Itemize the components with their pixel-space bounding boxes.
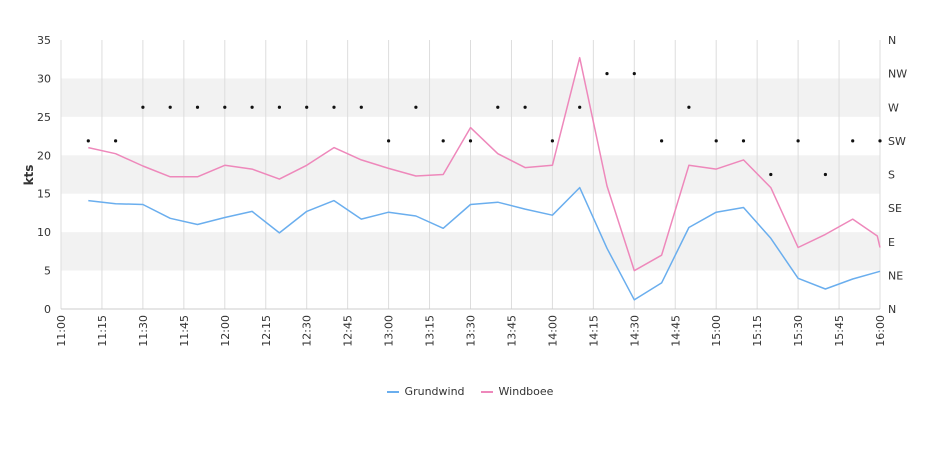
x-tick-label: 15:00 (710, 315, 723, 347)
legend-item[interactable]: Grundwind (386, 385, 465, 398)
series-lines (88, 56, 881, 301)
x-tick-label: 11:15 (96, 315, 109, 347)
direction-axis-tick-labels: N NE E SE S SW W NW N (888, 34, 907, 316)
series-line-windboee (88, 56, 881, 272)
direction-point (168, 105, 172, 109)
direction-point (359, 105, 363, 109)
legend-swatch (480, 391, 493, 393)
direction-point (277, 105, 281, 109)
legend-swatch (386, 391, 399, 393)
direction-point (468, 139, 473, 143)
direction-point (714, 139, 718, 143)
x-tick-label: 14:45 (669, 315, 682, 347)
direction-tick-label: S (888, 169, 895, 182)
y-tick-label: 20 (37, 149, 51, 162)
x-tick-label: 13:00 (383, 315, 396, 347)
x-tick-label: 14:15 (587, 315, 600, 347)
x-tick-label: 13:45 (505, 315, 518, 347)
direction-point (441, 139, 445, 143)
y-tick-label: 10 (37, 226, 51, 239)
direction-point (86, 139, 90, 143)
direction-point (195, 105, 200, 109)
direction-point (305, 105, 309, 109)
x-tick-label: 12:30 (301, 315, 314, 347)
y-tick-label: 0 (44, 303, 51, 316)
direction-point (578, 105, 582, 109)
direction-tick-label: SW (888, 135, 906, 148)
x-tick-label: 15:45 (833, 315, 846, 347)
x-tick-label: 14:00 (546, 315, 559, 347)
direction-tick-label: NW (888, 68, 907, 81)
direction-tick-label: E (888, 236, 895, 249)
direction-points (86, 72, 882, 177)
direction-point (796, 139, 800, 143)
direction-tick-label: W (888, 101, 899, 114)
direction-point (250, 105, 254, 109)
legend-item[interactable]: Windboee (480, 385, 554, 398)
direction-point (605, 72, 609, 76)
direction-tick-label: SE (888, 202, 902, 215)
direction-point (414, 105, 418, 109)
x-tick-label: 13:15 (424, 315, 437, 347)
x-tick-label: 15:15 (751, 315, 764, 347)
direction-point (878, 139, 882, 143)
direction-point (523, 105, 527, 109)
y-tick-label: 30 (37, 72, 51, 85)
direction-point (387, 139, 391, 143)
x-tick-label: 15:30 (792, 315, 805, 347)
legend-label: Grundwind (404, 385, 465, 398)
direction-tick-label: N (888, 34, 896, 47)
x-tick-label: 12:15 (260, 315, 273, 347)
direction-point (769, 172, 773, 177)
direction-point (114, 139, 118, 143)
y-tick-label: 35 (37, 34, 51, 47)
direction-tick-label: NE (888, 269, 903, 282)
x-tick-label: 12:00 (219, 315, 232, 347)
x-tick-label: 11:45 (178, 315, 191, 347)
vertical-gridlines (60, 40, 881, 309)
direction-point (851, 139, 855, 143)
direction-point (687, 105, 691, 109)
y-axis-label: kts (22, 165, 36, 186)
direction-point (741, 139, 746, 143)
legend: Grundwind Windboee (0, 385, 940, 398)
direction-tick-label: N (888, 303, 896, 316)
direction-point (632, 72, 636, 76)
direction-point (141, 105, 145, 109)
x-tick-label: 12:45 (342, 315, 355, 347)
legend-label: Windboee (498, 385, 554, 398)
x-tick-label: 11:30 (137, 315, 150, 347)
y-axis-tick-labels: 0 5 10 15 20 25 30 35 (37, 34, 51, 316)
direction-point (550, 139, 555, 143)
direction-point (332, 105, 336, 109)
y-tick-label: 25 (37, 111, 51, 124)
series-line-grundwind (88, 186, 881, 301)
x-tick-label: 16:00 (874, 315, 887, 347)
direction-point (660, 139, 664, 143)
direction-point (823, 172, 828, 177)
x-axis-tick-labels: 11:00 11:15 11:30 11:45 12:00 12:15 12:30 12:45… (55, 315, 887, 347)
x-tick-label: 11:00 (55, 315, 68, 347)
direction-point (223, 105, 227, 109)
y-tick-label: 15 (37, 188, 51, 201)
x-tick-label: 13:30 (465, 315, 478, 347)
x-tick-label: 14:30 (628, 315, 641, 347)
direction-point (496, 105, 500, 109)
y-tick-label: 5 (44, 265, 51, 278)
